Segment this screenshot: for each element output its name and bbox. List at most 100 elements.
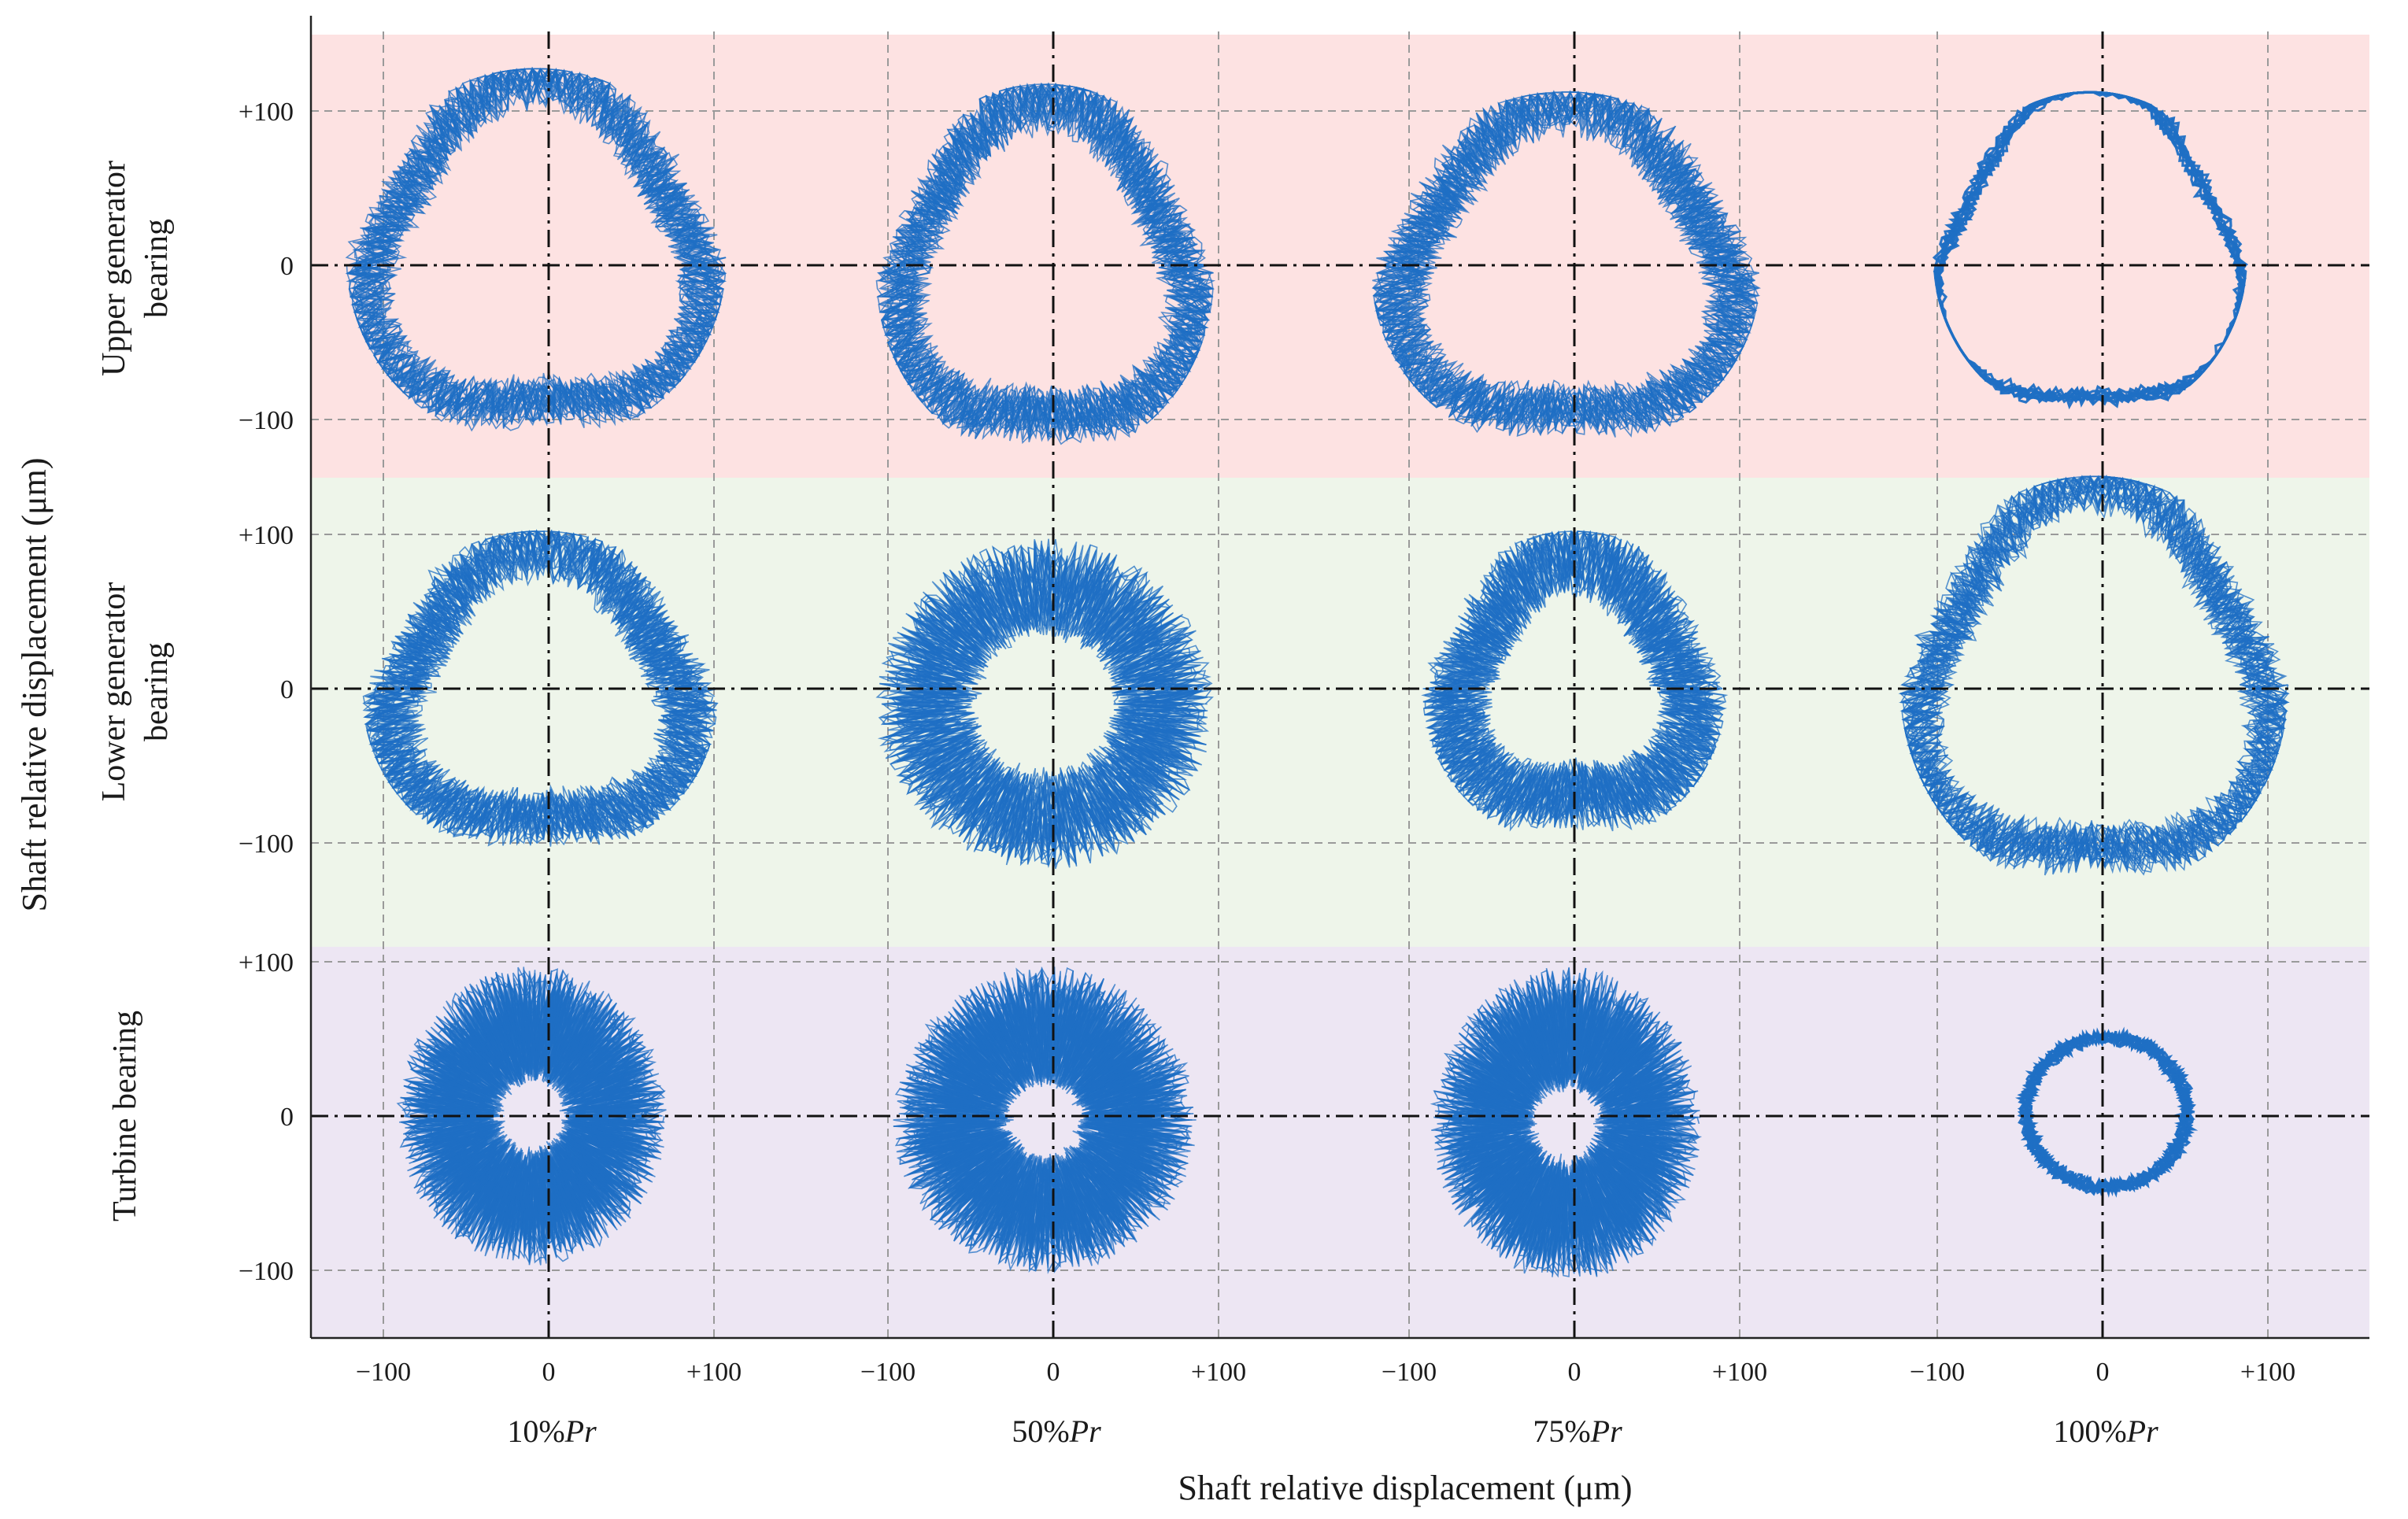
orbit-trace: [882, 83, 1213, 431]
y-tick-label: 0: [280, 1103, 294, 1132]
orbit-trace: [1934, 91, 2249, 404]
x-tick-label: +100: [2240, 1358, 2295, 1387]
orbit-trace: [406, 978, 661, 1247]
x-tick-label: −100: [1910, 1358, 1965, 1387]
orbit-r2-c1: [362, 529, 719, 847]
y-tick-label: +100: [239, 521, 294, 550]
orbit-trace: [909, 981, 1188, 1265]
x-tick-label: −100: [860, 1358, 915, 1387]
orbit-trace: [886, 83, 1214, 439]
x-tick-label: +100: [1712, 1358, 1767, 1387]
x-tick-label: +100: [686, 1358, 742, 1387]
x-tick-label: +100: [1191, 1358, 1246, 1387]
orbit-trace: [1374, 91, 1759, 437]
y-tick-label: −100: [239, 406, 294, 435]
y-tick-label: +100: [239, 98, 294, 127]
orbit-trace: [374, 530, 709, 840]
orbit-trace: [1425, 530, 1723, 820]
orbit-trace: [889, 552, 1207, 862]
orbit-trace: [364, 531, 715, 837]
orbit-trace: [400, 973, 662, 1252]
x-axis-label: Shaft relative displacement (μm): [1178, 1469, 1632, 1507]
x-tick-label: 0: [1047, 1358, 1060, 1387]
bearing-label: bearing: [139, 642, 175, 741]
y-tick-label: −100: [239, 830, 294, 859]
orbit-trace: [1452, 975, 1684, 1269]
orbit-trace: [1375, 92, 1749, 435]
x-tick-label: 0: [2096, 1358, 2110, 1387]
orbit-trace: [899, 974, 1191, 1261]
orbit-trace: [881, 546, 1208, 852]
condition-label: 50%Pr: [1012, 1414, 1101, 1449]
orbit-trace: [2014, 1032, 2194, 1195]
orbit-trace: [1909, 475, 2286, 870]
orbit-trace: [1903, 476, 2288, 868]
orbit-trace: [1434, 530, 1723, 828]
orbit-trace: [362, 529, 712, 846]
orbit-trace: [345, 68, 726, 423]
orbit-trace: [1375, 92, 1752, 434]
bearing-band-2: [311, 478, 2369, 947]
x-tick-label: 0: [542, 1358, 556, 1387]
bearing-label: bearing: [139, 219, 175, 318]
orbit-r3-c3: [1430, 966, 1703, 1278]
orbit-trace: [346, 68, 720, 430]
y-axis-label: Shaft relative displacement (μm): [15, 457, 54, 911]
condition-label: 10%Pr: [507, 1414, 597, 1449]
y-tick-label: +100: [239, 948, 294, 978]
orbit-r3-c4: [2014, 1026, 2199, 1198]
orbit-r1-c4: [1932, 91, 2249, 410]
orbit-r2-c2: [875, 538, 1214, 870]
orbit-trace: [346, 70, 724, 432]
orbit-trace: [1932, 91, 2247, 408]
x-tick-label: −100: [356, 1358, 411, 1387]
orbit-trace: [350, 67, 717, 423]
zero-lines: [311, 31, 2369, 1338]
orbit-trace: [875, 559, 1214, 867]
orbit-trace: [1373, 94, 1755, 427]
orbit-trace: [887, 546, 1204, 856]
y-tick-label: −100: [239, 1257, 294, 1286]
orbit-trace: [1437, 978, 1703, 1265]
orbit-trace: [350, 67, 720, 420]
orbit-trace: [399, 971, 646, 1252]
orbit-trace: [898, 979, 1184, 1262]
orbit-r1-c1: [345, 66, 727, 432]
orbit-trace: [351, 67, 723, 420]
orbit-trace: [878, 84, 1213, 438]
orbit-trace: [1372, 91, 1759, 431]
orbit-trace: [1900, 475, 2287, 867]
orbit-trace: [1907, 475, 2290, 872]
orbit-trace: [895, 545, 1204, 859]
orbit-trace: [1441, 984, 1691, 1271]
orbit-trace: [351, 68, 727, 420]
orbit-trace: [1900, 475, 2288, 873]
orbit-trace: [904, 977, 1186, 1265]
bearing-label: Turbine bearing: [107, 1011, 143, 1221]
condition-label: 100%Pr: [2053, 1414, 2158, 1449]
orbit-trace: [1374, 91, 1756, 435]
orbit-trace: [892, 83, 1207, 438]
y-tick-label: 0: [280, 675, 294, 704]
orbit-trace: [1903, 475, 2290, 867]
y-tick-label: 0: [280, 252, 294, 281]
orbit-trace: [1378, 91, 1755, 437]
x-tick-label: −100: [1382, 1358, 1437, 1387]
orbit-r1-c2: [875, 82, 1216, 445]
x-tick-label: 0: [1568, 1358, 1581, 1387]
orbit-r2-c4: [1898, 474, 2290, 876]
orbit-r1-c3: [1371, 90, 1762, 438]
orbit-trace: [1933, 91, 2247, 410]
orbit-trace: [1904, 475, 2289, 874]
orbit-trace: [348, 68, 720, 426]
orbit-r3-c2: [893, 966, 1197, 1274]
bearing-label: Lower generator: [96, 582, 132, 802]
orbit-trace: [366, 529, 709, 845]
orbit-trace: [891, 541, 1200, 866]
bearing-label: Upper generator: [96, 161, 132, 376]
orbit-trace: [893, 970, 1191, 1270]
orbit-trace: [882, 84, 1209, 438]
condition-label: 75%Pr: [1533, 1414, 1622, 1449]
